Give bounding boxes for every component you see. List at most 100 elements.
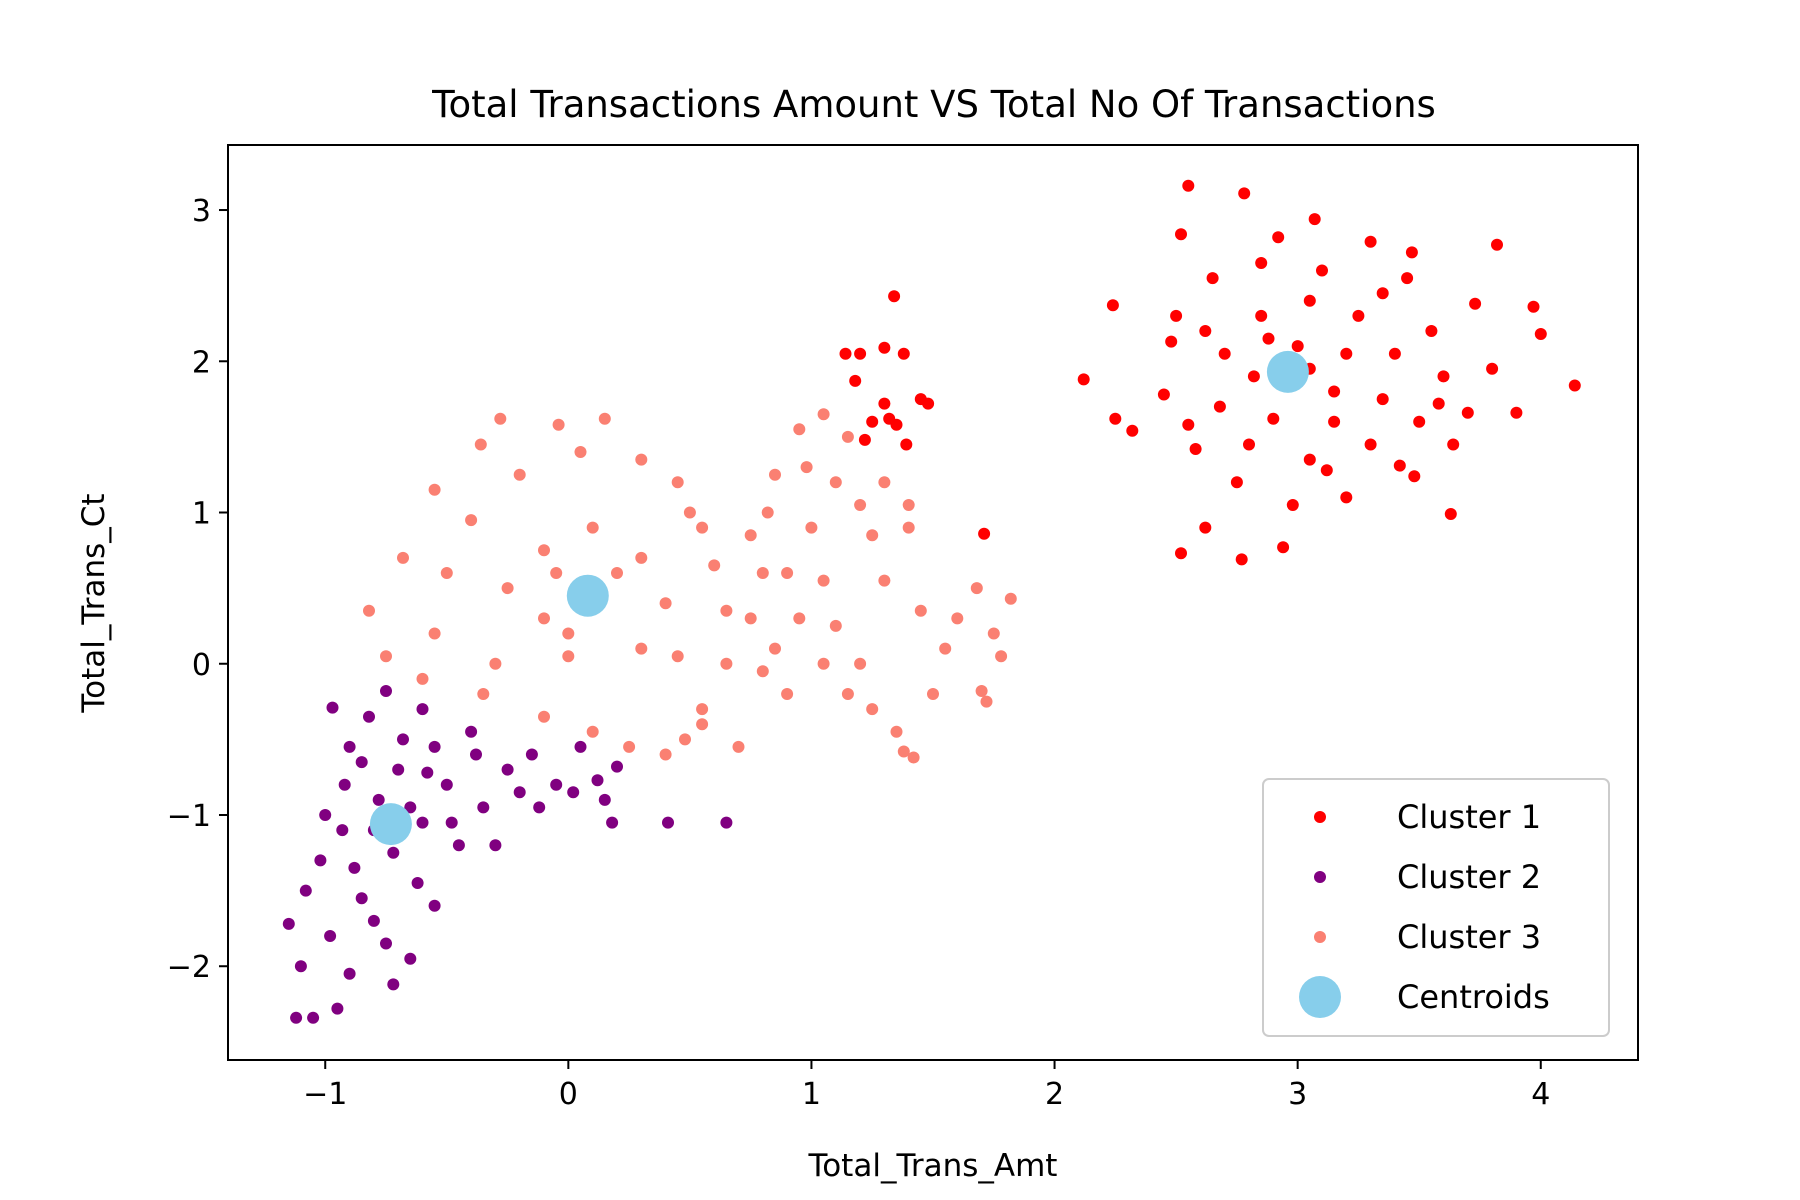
point-cluster-3 xyxy=(671,650,684,663)
point-cluster-1 xyxy=(1425,325,1438,337)
x-tick-label: 4 xyxy=(1531,1077,1550,1112)
point-cluster-2 xyxy=(397,733,409,746)
point-cluster-3 xyxy=(720,604,733,617)
point-cluster-3 xyxy=(538,710,550,723)
point-cluster-2 xyxy=(411,877,424,889)
point-cluster-1 xyxy=(1461,406,1474,419)
point-cluster-1 xyxy=(1175,228,1187,241)
point-cluster-2 xyxy=(282,917,295,930)
point-cluster-2 xyxy=(470,748,482,761)
point-cluster-1 xyxy=(922,397,935,410)
point-cluster-1 xyxy=(1308,213,1321,226)
point-cluster-2 xyxy=(314,854,327,867)
point-cluster-2 xyxy=(452,839,465,852)
point-cluster-2 xyxy=(513,786,526,799)
x-tick-label: 0 xyxy=(559,1077,578,1112)
point-cluster-3 xyxy=(866,703,879,716)
point-cluster-3 xyxy=(1004,592,1017,605)
point-cluster-3 xyxy=(995,650,1008,663)
point-cluster-1 xyxy=(1106,299,1119,312)
point-cluster-2 xyxy=(550,778,563,791)
point-cluster-1 xyxy=(1170,309,1183,322)
point-cluster-2 xyxy=(363,710,375,723)
point-cluster-3 xyxy=(474,438,487,451)
y-tick-label: 0 xyxy=(192,648,211,683)
point-cluster-3 xyxy=(841,430,854,443)
point-cluster-1 xyxy=(1175,547,1187,560)
centroid-point xyxy=(566,574,609,617)
x-tick-label: 1 xyxy=(802,1077,821,1112)
point-cluster-2 xyxy=(421,766,434,779)
point-cluster-2 xyxy=(404,952,417,965)
point-cluster-1 xyxy=(1206,272,1219,285)
point-cluster-1 xyxy=(1255,257,1268,269)
point-cluster-3 xyxy=(380,650,392,663)
point-cluster-1 xyxy=(849,374,862,387)
point-cluster-1 xyxy=(1376,393,1389,406)
point-cluster-2 xyxy=(387,846,400,859)
point-cluster-1 xyxy=(878,397,891,410)
point-cluster-3 xyxy=(878,574,891,587)
centroid-point xyxy=(1266,350,1309,393)
point-cluster-1 xyxy=(888,290,901,303)
point-cluster-3 xyxy=(538,612,550,625)
point-cluster-3 xyxy=(494,412,507,425)
point-cluster-3 xyxy=(550,567,563,579)
point-cluster-3 xyxy=(800,461,813,474)
point-cluster-3 xyxy=(363,604,375,617)
point-cluster-3 xyxy=(574,446,587,458)
point-cluster-2 xyxy=(428,740,441,753)
y-tick-label: 1 xyxy=(192,497,211,532)
point-cluster-1 xyxy=(1320,464,1333,477)
point-cluster-3 xyxy=(744,529,757,542)
point-cluster-1 xyxy=(1238,187,1251,200)
point-cluster-3 xyxy=(696,718,709,731)
point-cluster-3 xyxy=(720,657,733,670)
point-cluster-3 xyxy=(841,688,854,700)
point-cluster-1 xyxy=(1165,335,1178,348)
point-cluster-1 xyxy=(1444,508,1457,520)
point-cluster-3 xyxy=(623,740,636,753)
point-cluster-3 xyxy=(817,574,830,587)
point-cluster-1 xyxy=(854,347,867,360)
point-cluster-1 xyxy=(1267,412,1280,425)
point-cluster-1 xyxy=(1388,347,1401,360)
point-cluster-1 xyxy=(878,341,891,354)
point-cluster-1 xyxy=(866,415,879,428)
point-cluster-1 xyxy=(1277,541,1290,554)
y-tick-label: −2 xyxy=(167,950,211,985)
point-cluster-3 xyxy=(744,612,757,625)
point-cluster-1 xyxy=(1243,438,1255,451)
point-cluster-3 xyxy=(489,657,502,670)
point-cluster-1 xyxy=(1077,373,1090,386)
point-cluster-2 xyxy=(720,816,733,829)
point-cluster-3 xyxy=(829,619,842,632)
point-cluster-3 xyxy=(440,567,453,579)
point-cluster-1 xyxy=(1247,370,1260,383)
point-cluster-1 xyxy=(1408,470,1421,483)
point-cluster-3 xyxy=(817,408,830,421)
legend-label-centroids: Centroids xyxy=(1397,978,1550,1016)
point-cluster-2 xyxy=(489,839,502,852)
point-cluster-1 xyxy=(1157,388,1170,401)
point-cluster-3 xyxy=(756,665,769,678)
point-cluster-3 xyxy=(501,582,514,595)
point-cluster-1 xyxy=(1230,476,1243,489)
point-cluster-3 xyxy=(769,642,781,655)
point-cluster-2 xyxy=(465,725,478,738)
point-cluster-3 xyxy=(586,521,599,534)
point-cluster-3 xyxy=(975,685,988,697)
point-cluster-3 xyxy=(756,567,769,579)
point-cluster-1 xyxy=(1189,443,1202,455)
point-cluster-1 xyxy=(883,412,896,425)
point-cluster-1 xyxy=(1109,412,1122,425)
point-cluster-2 xyxy=(533,801,546,814)
point-cluster-3 xyxy=(907,751,920,764)
point-cluster-3 xyxy=(769,468,781,481)
point-cluster-2 xyxy=(445,816,458,829)
y-tick-label: −1 xyxy=(167,799,211,834)
x-tick-label: −1 xyxy=(303,1077,347,1112)
point-cluster-1 xyxy=(1352,309,1365,322)
point-cluster-3 xyxy=(562,627,575,640)
point-cluster-3 xyxy=(761,506,774,519)
